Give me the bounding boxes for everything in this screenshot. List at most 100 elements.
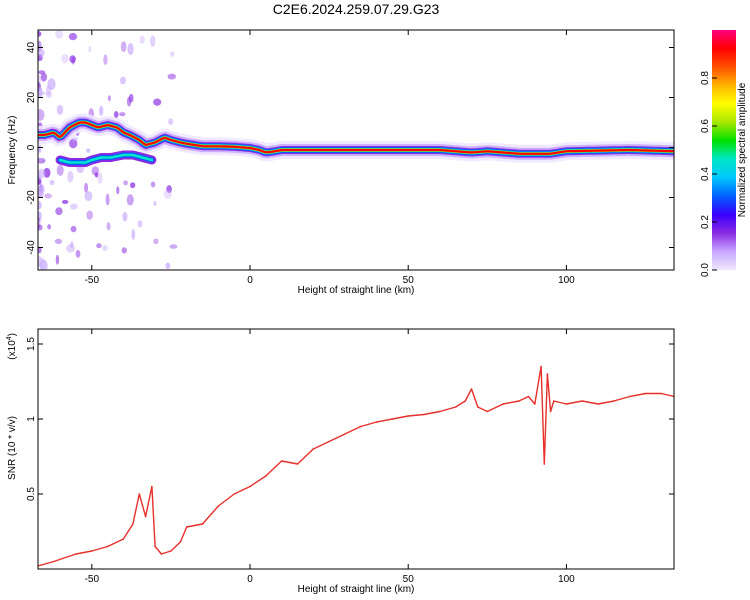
- snr-point: [170, 550, 172, 552]
- spectrogram-noise-blob: [71, 136, 79, 142]
- snr-ytick-label: 1.5: [26, 337, 37, 351]
- snr-point: [613, 400, 615, 402]
- spectrogram-ytick-label: 20: [26, 92, 37, 104]
- spectrogram-xtick-label: -50: [85, 275, 100, 286]
- spectrogram-noise-blob: [84, 191, 93, 202]
- snr-point: [534, 403, 536, 405]
- spectrogram-noise-blob: [70, 225, 77, 233]
- snr-point: [359, 425, 362, 428]
- snr-xtick-label: 0: [247, 574, 253, 585]
- snr-point: [540, 365, 542, 368]
- spectrogram-noise-blob: [38, 211, 42, 222]
- spectrogram-noise-blob: [169, 244, 178, 249]
- snr-point: [106, 545, 109, 548]
- spectrogram-noise-blob: [127, 43, 134, 55]
- spectrogram-noise-blob: [107, 95, 111, 102]
- spectrogram-noise-blob: [69, 138, 78, 149]
- spectrogram-noise-blob: [153, 200, 157, 207]
- spectrogram-lower-branch-2: [58, 153, 154, 164]
- colorbar-tick-label: 0.0: [700, 263, 711, 277]
- snr-xlabel: Height of straight line (km): [298, 584, 415, 595]
- colorbar-tick-label: 0.8: [700, 71, 711, 85]
- spectrogram-noise-blob: [139, 35, 145, 44]
- snr-point: [138, 493, 141, 495]
- spectrogram-noise-blob: [43, 167, 51, 178]
- snr-point: [644, 392, 647, 395]
- snr-marks: [38, 365, 674, 567]
- snr-point: [249, 485, 251, 488]
- spectrogram-noise-blob: [40, 72, 48, 82]
- spectrogram-ytick-label: 40: [26, 42, 37, 54]
- spectrogram-noise-blob: [170, 51, 175, 57]
- spectrogram-noise-blob: [56, 104, 64, 115]
- spectrogram-noise-blob: [166, 185, 172, 194]
- spectrogram-noise-blob: [67, 171, 74, 183]
- snr-point: [132, 523, 134, 525]
- spectrogram-noise-blob: [38, 48, 45, 57]
- snr-point: [201, 523, 204, 525]
- colorbar-tick-label: 0.6: [700, 119, 711, 133]
- spectrogram-noise-blob: [38, 257, 46, 269]
- snr-series-line: [38, 365, 674, 567]
- snr-point: [543, 463, 546, 465]
- snr-point: [464, 400, 467, 402]
- spectrogram-noise-blob: [55, 30, 64, 39]
- spectrogram-noise-blob: [38, 201, 42, 210]
- spectrogram-noise-blob: [44, 193, 53, 199]
- spectrogram-noise-blob: [116, 186, 120, 195]
- spectrogram-noise-blob: [129, 182, 136, 189]
- svg-text:(x104): (x104): [6, 333, 18, 360]
- spectrogram-noise-blob: [167, 73, 177, 80]
- spectrogram-xtick-label: 100: [558, 275, 575, 286]
- spectrogram-noise-blob: [123, 180, 129, 186]
- spectrogram-noise-blob: [101, 245, 108, 252]
- spectrogram-noise-blob: [38, 177, 42, 185]
- snr-point: [296, 463, 299, 465]
- spectrogram-noise-blob: [68, 32, 78, 41]
- spectrogram-noise-blob: [119, 76, 126, 85]
- spectrogram-ytick-label: -40: [26, 240, 37, 255]
- snr-point: [265, 475, 267, 477]
- snr-frame: [37, 328, 675, 570]
- snr-scale-close: ): [7, 333, 18, 336]
- colorbar-tick-label: 0.4: [700, 167, 711, 181]
- spectrogram-noise-blob: [47, 224, 52, 230]
- spectrogram-noise-blob: [38, 216, 41, 229]
- spectrogram-noise-blob: [75, 249, 81, 258]
- spectrogram-noise-blob: [39, 259, 48, 270]
- spectrogram-noise-blob: [153, 98, 162, 106]
- snr-point: [154, 545, 156, 548]
- snr-xtick-label: 50: [403, 574, 415, 585]
- spectrogram-noise-blob: [38, 179, 42, 186]
- snr-point: [660, 392, 663, 395]
- snr-point: [597, 403, 599, 405]
- spectrogram-noise-blob: [105, 193, 110, 206]
- snr-point: [280, 460, 283, 462]
- spectrogram-noise-blob: [84, 182, 89, 193]
- spectrogram-noise-blob: [38, 70, 46, 75]
- spectrogram-noise-blob: [126, 96, 132, 107]
- snr-point: [217, 505, 220, 507]
- spectrogram-noise-blob: [126, 194, 134, 206]
- spectrogram-noise-blob: [49, 179, 55, 186]
- snr-point: [91, 550, 93, 552]
- spectrogram-noise-blob: [99, 105, 104, 116]
- snr-point: [546, 373, 549, 375]
- snr-point: [185, 526, 188, 528]
- spectrogram-noise-blob: [153, 238, 159, 245]
- spectrogram-ytick-label: -20: [26, 190, 37, 205]
- spectrogram-noise-blob: [106, 222, 111, 231]
- snr-point: [423, 413, 425, 416]
- spectrogram-noise-blob: [86, 210, 93, 220]
- spectrogram-ridge-band-6: [38, 121, 674, 155]
- spectrogram-noise-blob: [97, 172, 103, 185]
- snr-point: [486, 410, 489, 413]
- snr-point: [470, 388, 473, 390]
- spectrogram-noise-blob: [168, 118, 174, 125]
- spectrogram-xtick-label: 0: [247, 275, 253, 286]
- snr-point: [312, 448, 315, 450]
- snr-point: [527, 395, 530, 398]
- spectrogram-noise-blob: [55, 254, 60, 265]
- snr-point: [75, 553, 77, 555]
